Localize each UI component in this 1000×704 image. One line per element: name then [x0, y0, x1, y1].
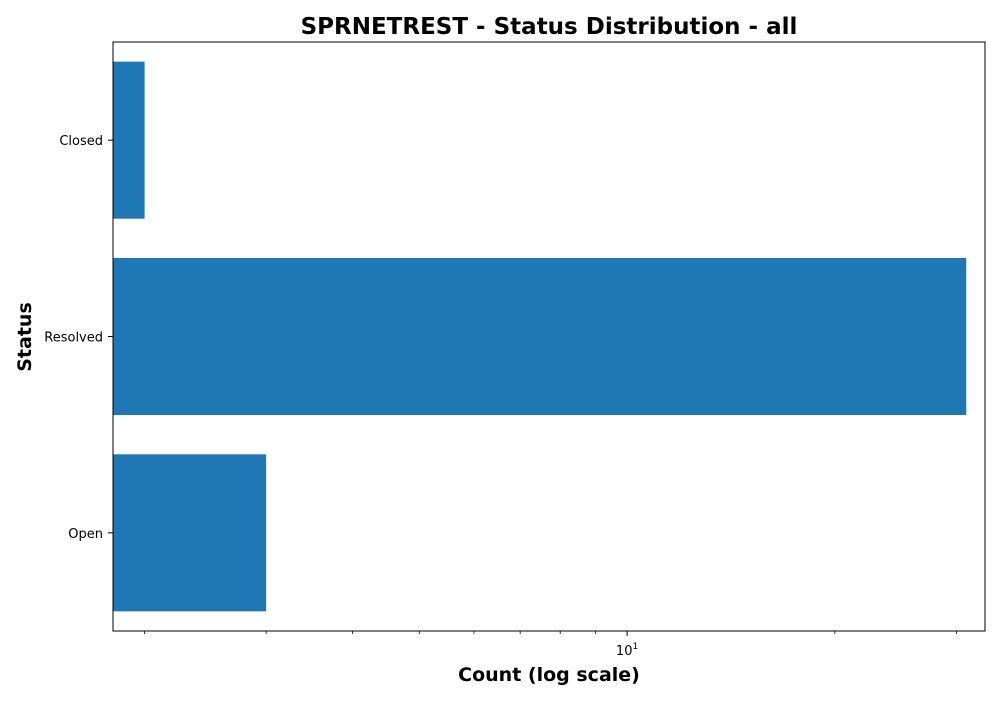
bar-closed — [113, 61, 145, 219]
chart-title: SPRNETREST - Status Distribution - all — [301, 14, 798, 40]
x-axis-title: Count (log scale) — [458, 664, 640, 686]
plot-frame — [112, 41, 986, 632]
y-tick-label-resolved: Resolved — [44, 331, 103, 346]
x-tick-label-exponent: 1 — [632, 642, 638, 652]
bar-open — [113, 454, 267, 612]
x-tick-label: 101 — [616, 642, 638, 659]
bars-layer — [113, 61, 967, 612]
y-tick-label-open: Open — [68, 527, 103, 542]
bar-resolved — [113, 257, 967, 416]
x-ticks-layer: 101 — [144, 631, 957, 659]
y-ticks-layer: Closed Resolved Open — [44, 134, 113, 542]
x-tick-label-base: 10 — [616, 644, 633, 659]
y-axis-title: Status — [14, 302, 36, 372]
y-tick-label-closed: Closed — [59, 134, 103, 149]
